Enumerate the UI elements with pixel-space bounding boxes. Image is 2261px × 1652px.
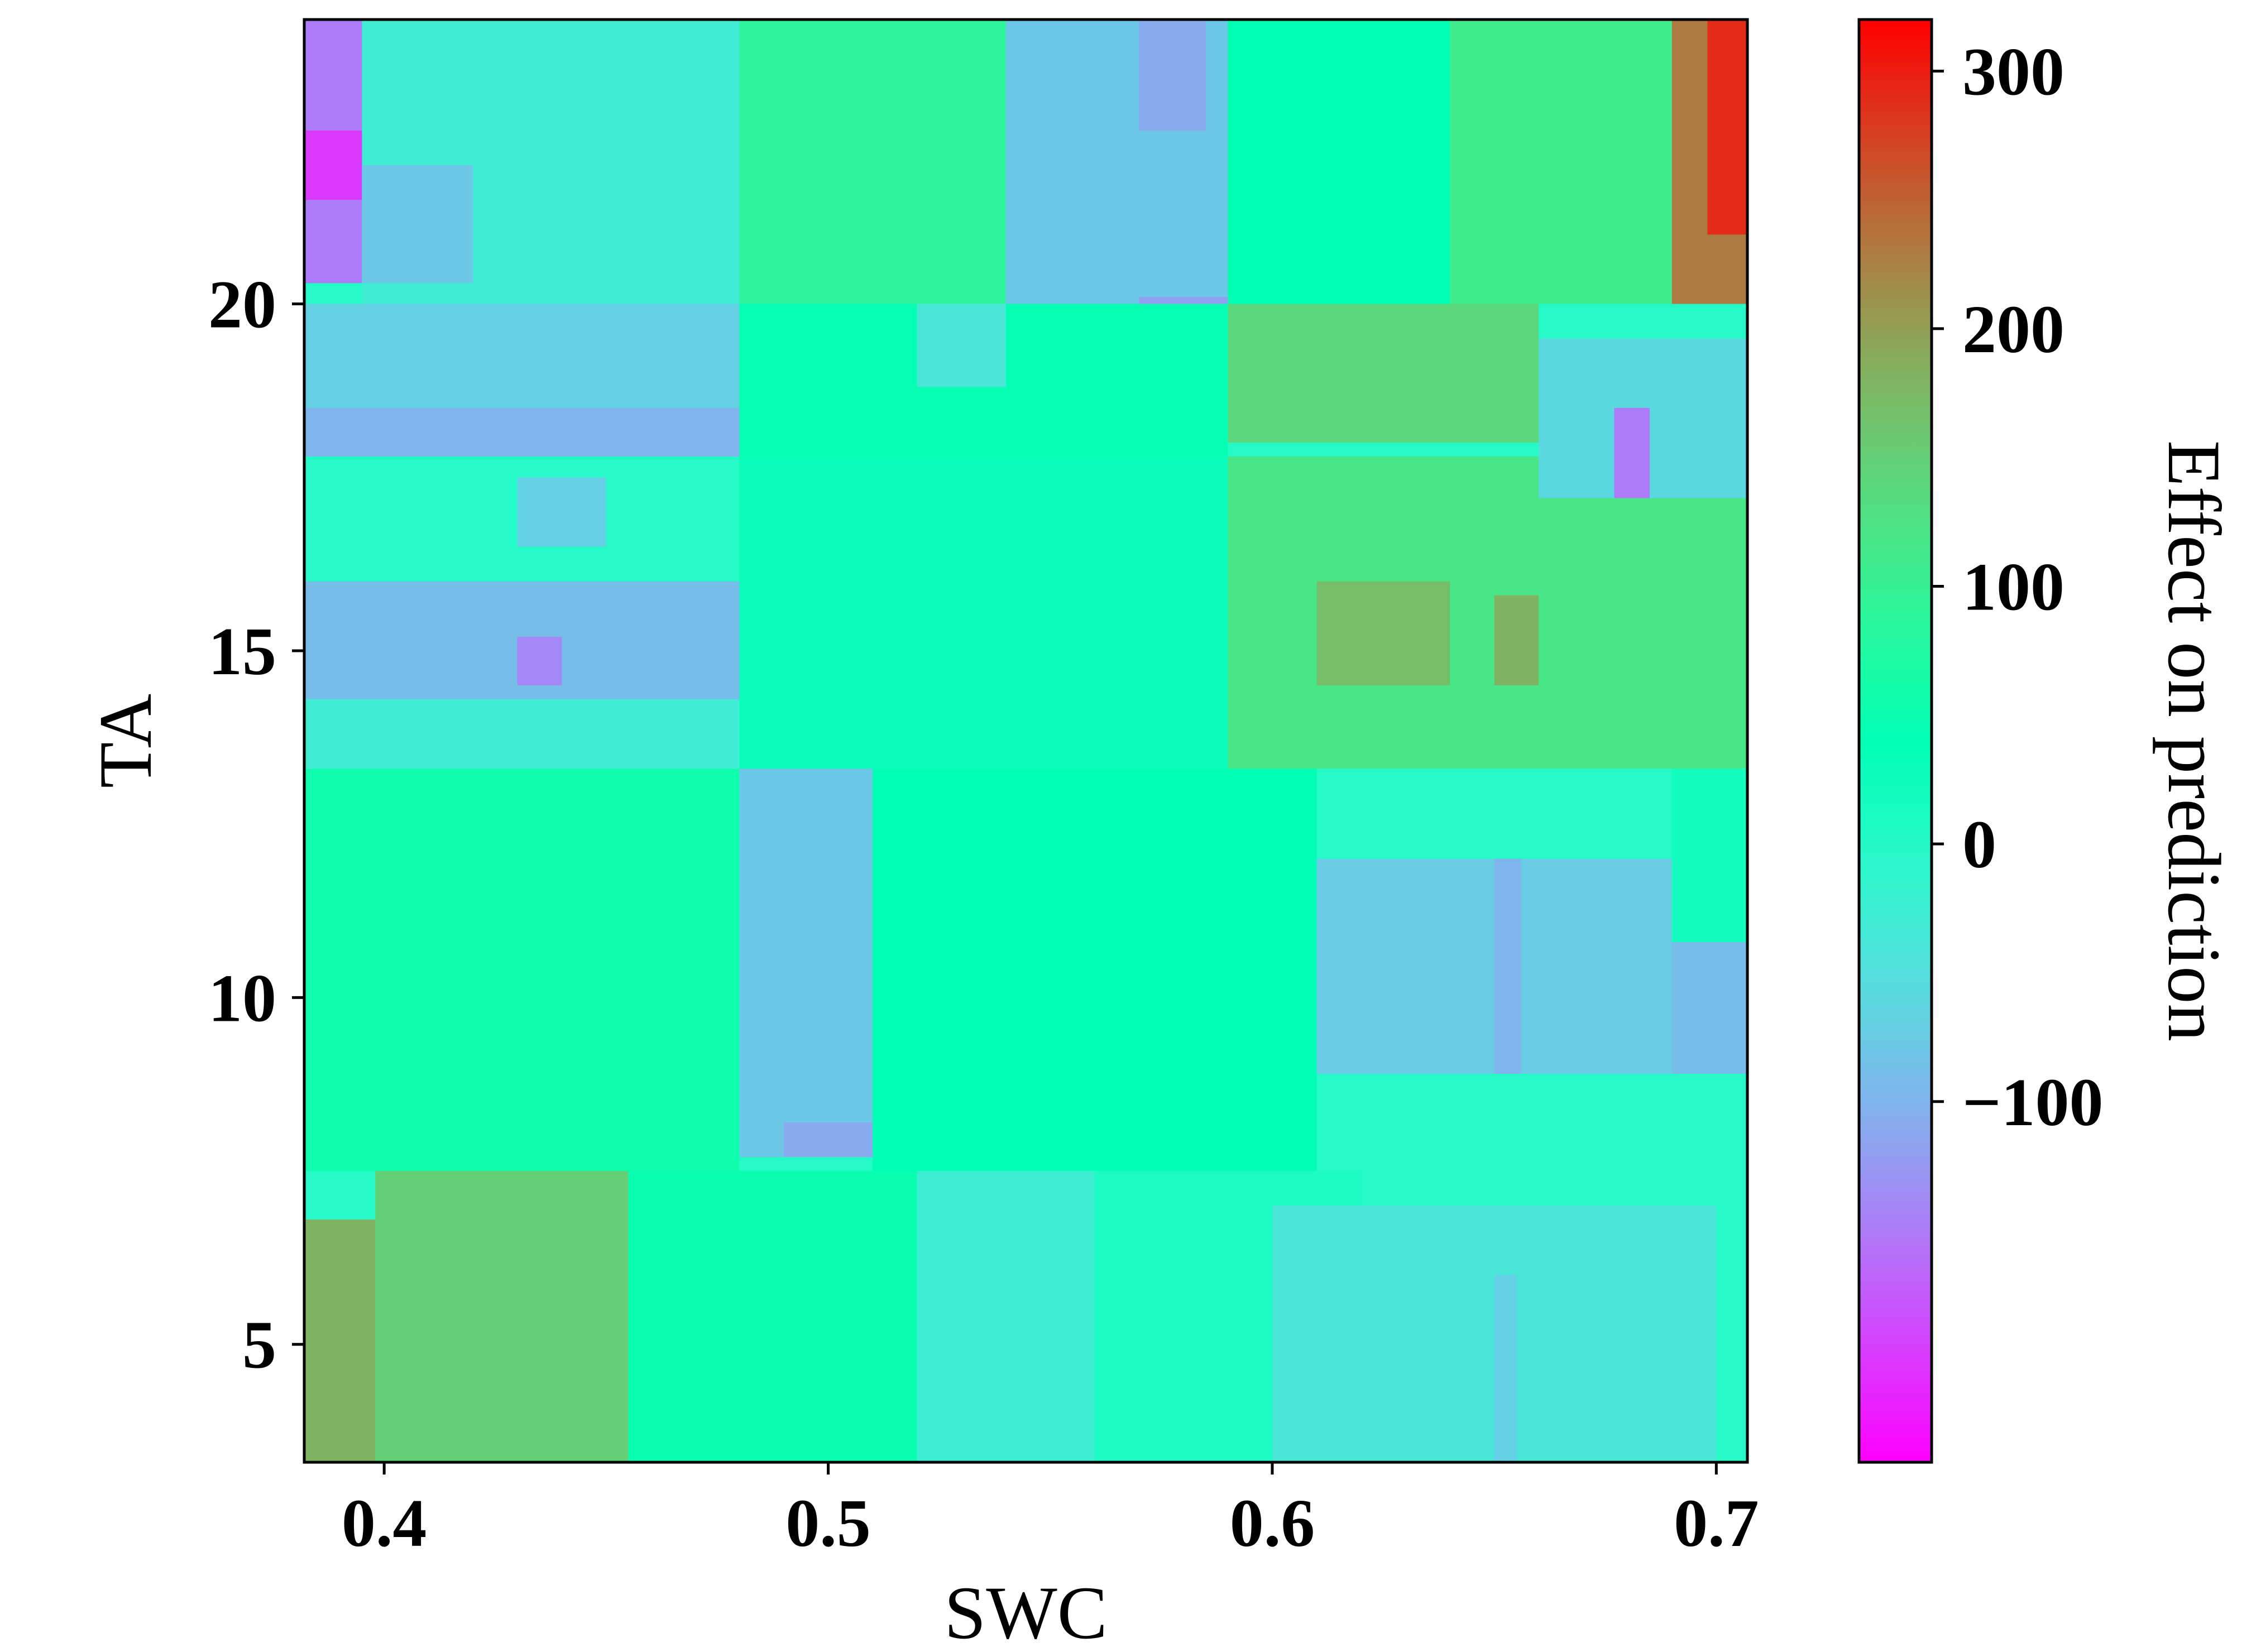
plot-frame: [303, 18, 1749, 1464]
heatmap-cell: [517, 637, 562, 686]
heatmap-cell: [304, 1219, 376, 1462]
heatmap-cell: [917, 1171, 1095, 1462]
heatmap-cell: [628, 1171, 917, 1462]
heatmap-cell: [917, 304, 1006, 387]
colorbar-tick-label: 0: [1962, 807, 1996, 882]
heatmap-cell: [304, 407, 740, 457]
x-tick-label: 0.6: [1230, 1486, 1315, 1561]
heatmap-cell: [375, 1171, 629, 1462]
heatmap-cell: [304, 304, 740, 408]
colorbar-axis: −100 0 100 200 300: [1932, 34, 2104, 1140]
x-axis-title: SWC: [944, 1572, 1108, 1652]
colorbar-tick-label: −100: [1962, 1065, 2104, 1140]
heatmap-cell: [1494, 858, 1521, 1074]
y-tick-label: 20: [208, 267, 276, 343]
heatmap-cell: [1494, 1275, 1517, 1462]
heatmap-cell: [1139, 297, 1228, 304]
heatmap-cell: [1316, 858, 1672, 1074]
heatmap-cell: [1228, 20, 1450, 304]
colorbar-tick-label: 300: [1962, 34, 2064, 109]
y-tick-label: 15: [208, 614, 276, 689]
heatmap-cell: [1671, 942, 1747, 1074]
heatmap-cell: [517, 477, 606, 547]
y-axis-title: TA: [84, 694, 167, 788]
heatmap-cell: [784, 1122, 873, 1158]
heatmap-cell: [739, 456, 1228, 769]
heatmap-cell: [1139, 20, 1206, 131]
heatmap-cell: [304, 130, 362, 200]
colorbar-title: Effect on prediction: [2152, 440, 2235, 1041]
heatmap-cell: [1494, 595, 1539, 686]
colorbar: [1857, 18, 1933, 1464]
heatmap-cells: [304, 20, 1747, 1462]
x-axis: 0.4 0.5 0.6 0.7: [342, 1462, 1759, 1561]
heatmap-cell: [739, 20, 1006, 304]
heatmap-cell: [1228, 456, 1747, 769]
heatmap-cell: [1614, 407, 1650, 498]
heatmap-cell: [362, 165, 473, 284]
colorbar-tick-label: 100: [1962, 550, 2064, 625]
y-tick-label: 10: [208, 961, 276, 1036]
heatmap-cell: [1228, 304, 1539, 443]
heatmap-cell: [739, 755, 873, 1158]
heatmap-cell: [304, 769, 740, 1171]
heatmap-cell: [873, 769, 1317, 1171]
y-axis: 5 10 15 20: [208, 267, 304, 1383]
y-tick-label: 5: [242, 1308, 276, 1383]
heatmap-cell: [1707, 20, 1747, 235]
heatmap-cell: [1316, 581, 1450, 686]
heatmap-cell: [1450, 20, 1672, 304]
x-tick-label: 0.4: [342, 1486, 427, 1561]
heatmap-cell: [1671, 769, 1747, 942]
colorbar-tick-label: 200: [1962, 292, 2064, 367]
heatmap-cell: [304, 699, 740, 769]
x-tick-label: 0.5: [785, 1486, 871, 1561]
x-tick-label: 0.7: [1674, 1486, 1759, 1561]
